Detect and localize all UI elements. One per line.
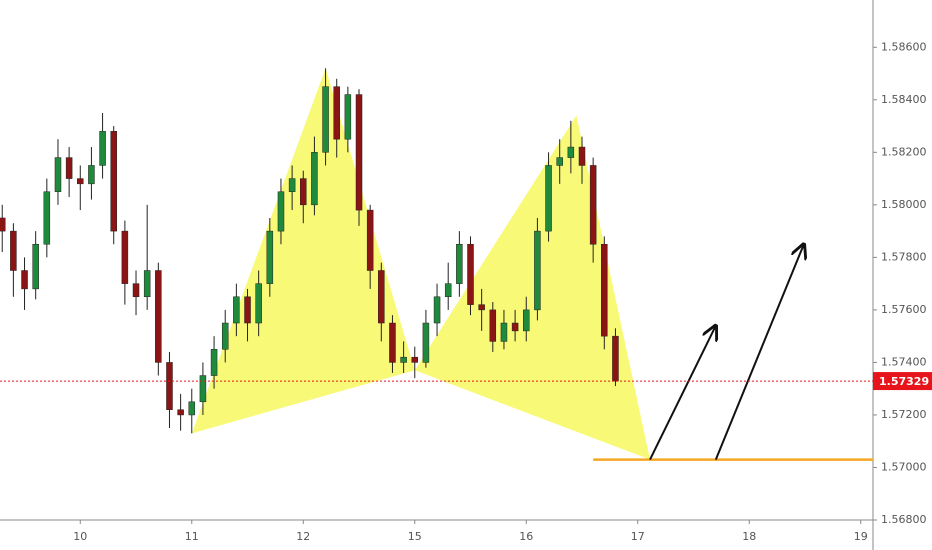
candle-body xyxy=(210,349,218,376)
candle-body xyxy=(300,178,307,206)
candle-body xyxy=(155,270,162,363)
candle-body xyxy=(233,296,240,324)
candle-body xyxy=(500,322,508,342)
candle-body xyxy=(612,335,619,382)
candle-body xyxy=(545,165,552,232)
candle-body xyxy=(65,157,73,179)
y-tick-label: 1.57800 xyxy=(881,250,927,263)
candle-body xyxy=(54,157,62,192)
y-tick-label: 1.58200 xyxy=(881,145,927,158)
candle-body xyxy=(110,131,117,232)
candle-body xyxy=(589,165,597,245)
candle-body xyxy=(10,230,17,271)
candle-body xyxy=(400,356,407,363)
x-tick-label: 19 xyxy=(854,530,868,543)
candle-body xyxy=(601,243,608,337)
candle-body xyxy=(422,322,430,363)
candle-body xyxy=(21,270,28,290)
y-tick-label: 1.57000 xyxy=(881,460,927,473)
candle-body xyxy=(188,401,196,416)
candle-body xyxy=(378,270,385,324)
x-tick-label: 17 xyxy=(631,530,645,543)
candle-body xyxy=(32,243,39,290)
candle-body xyxy=(132,283,140,298)
candle-body xyxy=(221,322,229,350)
candle-body xyxy=(277,191,285,232)
y-tick-label: 1.58600 xyxy=(881,40,927,53)
candle-body xyxy=(177,409,184,416)
candle-body xyxy=(366,209,374,271)
candle-body xyxy=(266,230,274,284)
candle-body xyxy=(244,296,251,324)
candle-body xyxy=(511,322,519,332)
candle-body xyxy=(489,309,497,342)
x-tick-label: 18 xyxy=(742,530,756,543)
candle-body xyxy=(478,304,485,311)
projection-arrow xyxy=(714,244,804,460)
candle-body xyxy=(255,283,262,324)
x-tick-label: 15 xyxy=(408,530,422,543)
x-tick-label: 12 xyxy=(296,530,310,543)
candle-body xyxy=(0,217,6,232)
y-tick-label: 1.57200 xyxy=(881,408,927,421)
candle-body xyxy=(467,243,474,305)
candle-body xyxy=(355,94,363,211)
candle-body xyxy=(534,230,541,311)
y-tick-label: 1.58400 xyxy=(881,93,927,106)
last-price-label: 1.57329 xyxy=(879,375,929,388)
candle-body xyxy=(121,230,129,284)
candle-body xyxy=(444,283,452,298)
candle-body xyxy=(288,178,296,192)
candle-body xyxy=(344,94,352,140)
pattern-triangle xyxy=(191,68,415,434)
x-tick-label: 10 xyxy=(73,530,87,543)
last-price-box xyxy=(873,372,932,391)
candle-body xyxy=(578,146,586,166)
candle-body xyxy=(88,165,95,185)
candle-body xyxy=(311,152,318,206)
candle-body xyxy=(567,146,575,158)
y-tick-label: 1.57400 xyxy=(881,355,927,368)
candle-body xyxy=(77,178,84,185)
candle-body xyxy=(43,191,51,245)
candle-body xyxy=(99,131,106,166)
candle-body xyxy=(411,356,419,363)
candle-body xyxy=(523,309,530,332)
x-tick-label: 16 xyxy=(519,530,533,543)
projection-arrow xyxy=(649,326,716,461)
candle-body xyxy=(433,296,441,324)
candle-body xyxy=(322,86,329,153)
y-tick-label: 1.58000 xyxy=(881,198,927,211)
x-tick-label: 11 xyxy=(185,530,199,543)
candle-body xyxy=(389,322,396,363)
candle-body xyxy=(199,375,207,403)
candle-body xyxy=(333,86,340,140)
candle-body xyxy=(556,157,563,166)
candle-body xyxy=(166,362,173,410)
candle-body xyxy=(143,270,151,298)
candle-body xyxy=(456,243,463,284)
y-tick-label: 1.57600 xyxy=(881,303,927,316)
y-tick-label: 1.56800 xyxy=(881,513,927,526)
